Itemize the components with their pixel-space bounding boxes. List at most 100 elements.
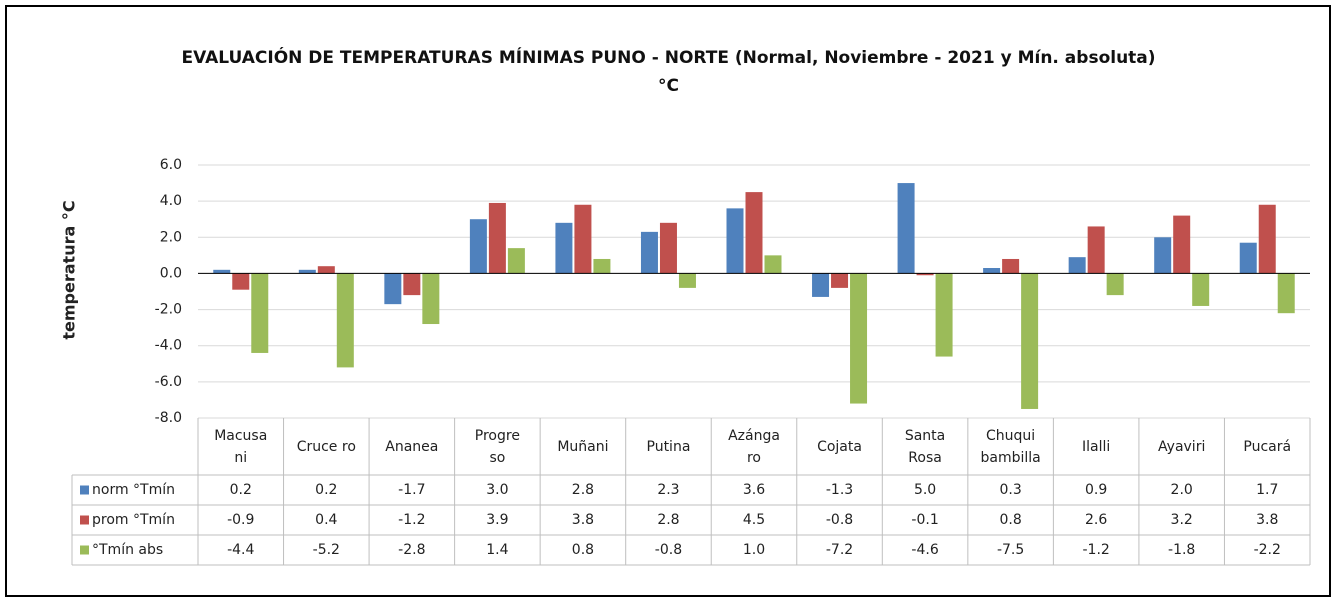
bar [574, 204, 592, 274]
y-tick-label: -8.0 [155, 410, 182, 426]
table-value: -0.8 [826, 512, 853, 528]
chart-border [5, 5, 1331, 597]
chart-title: EVALUACIÓN DE TEMPERATURAS MÍNIMAS PUNO … [181, 48, 1156, 96]
category-label: Progre so [474, 427, 520, 466]
table-value: -7.5 [997, 542, 1024, 558]
table-value: -4.4 [227, 542, 254, 558]
table-value: -7.2 [826, 542, 853, 558]
legend-swatch [80, 545, 89, 555]
bar [336, 273, 354, 368]
table-value: 3.2 [1171, 512, 1193, 528]
legend-label: °Tmín abs [92, 542, 163, 558]
y-tick-label: -2.0 [155, 302, 182, 318]
y-axis-label: temperatura °C [60, 200, 79, 339]
bar [1021, 273, 1039, 409]
table-value: 3.8 [1256, 512, 1278, 528]
bar [850, 273, 868, 404]
bar [916, 273, 934, 276]
bar [745, 192, 763, 274]
bar [1277, 273, 1295, 314]
table-value: 0.4 [315, 512, 337, 528]
legend-label: prom °Tmín [92, 512, 175, 528]
table-value: 3.6 [743, 482, 765, 498]
category-label: Muñani [557, 438, 609, 455]
table-value: 2.6 [1085, 512, 1107, 528]
table-value: -1.2 [1082, 542, 1109, 558]
table-value: 1.4 [486, 542, 508, 558]
table-value: 0.2 [230, 482, 252, 498]
bar [983, 268, 1001, 274]
table-value: -1.3 [826, 482, 853, 498]
table-value: -2.2 [1254, 542, 1281, 558]
bar [469, 219, 487, 274]
bar [1173, 215, 1191, 274]
table-value: -1.2 [398, 512, 425, 528]
bar [403, 273, 421, 296]
table-value: -2.8 [398, 542, 425, 558]
bar [726, 208, 744, 274]
bar [831, 273, 849, 288]
table-value: 2.3 [657, 482, 679, 498]
bar [555, 222, 573, 274]
bar [251, 273, 269, 353]
bar [1258, 204, 1276, 274]
bar [1192, 273, 1210, 306]
bar [1154, 237, 1172, 274]
table-value: -1.8 [1168, 542, 1195, 558]
bar [1106, 273, 1124, 296]
table-value: 4.5 [743, 512, 765, 528]
legend-label: norm °Tmín [92, 482, 175, 498]
table-value: 2.8 [657, 512, 679, 528]
bar [488, 202, 506, 274]
bar [213, 269, 231, 274]
bar [1087, 226, 1105, 274]
category-label: Azánga ro [728, 427, 780, 466]
bar [298, 269, 316, 274]
bar [317, 266, 335, 274]
table-value: -0.9 [227, 512, 254, 528]
table-value: 1.0 [743, 542, 765, 558]
bar [935, 273, 953, 357]
y-tick-label: -4.0 [155, 338, 182, 354]
category-label: Pucará [1243, 438, 1292, 455]
table-value: -0.1 [911, 512, 938, 528]
bar [507, 248, 525, 274]
table-value: 0.8 [999, 512, 1021, 528]
table-value: -5.2 [313, 542, 340, 558]
bar [422, 273, 440, 325]
table-value: 3.9 [486, 512, 508, 528]
category-label: Cojata [817, 438, 862, 455]
category-label: Ananea [385, 438, 439, 455]
bar [1068, 257, 1086, 274]
category-label: Putina [646, 438, 691, 455]
y-tick-label: -6.0 [155, 374, 182, 390]
table-value: -1.7 [398, 482, 425, 498]
y-tick-label: 0.0 [160, 265, 182, 281]
bar [812, 273, 830, 297]
table-value: 0.2 [315, 482, 337, 498]
category-label: Chuqui bambilla [980, 427, 1041, 466]
table-value: 2.8 [572, 482, 594, 498]
table-value: 1.7 [1256, 482, 1278, 498]
bar [678, 273, 696, 288]
category-label: Santa Rosa [904, 427, 946, 466]
bar [897, 183, 915, 274]
table-value: 0.8 [572, 542, 594, 558]
table-value: -0.8 [655, 542, 682, 558]
table-value: 5.0 [914, 482, 936, 498]
table-value: -4.6 [911, 542, 938, 558]
category-label: Macusa ni [214, 427, 268, 466]
bar [593, 258, 611, 274]
bar [1002, 258, 1020, 274]
table-value: 0.3 [999, 482, 1021, 498]
y-tick-label: 2.0 [160, 229, 182, 245]
table-value: 3.8 [572, 512, 594, 528]
category-label: Cruce ro [296, 438, 356, 455]
category-label: Ilalli [1082, 438, 1111, 455]
bar [640, 231, 658, 274]
table-value: 0.9 [1085, 482, 1107, 498]
table-value: 3.0 [486, 482, 508, 498]
bar [1239, 242, 1257, 274]
